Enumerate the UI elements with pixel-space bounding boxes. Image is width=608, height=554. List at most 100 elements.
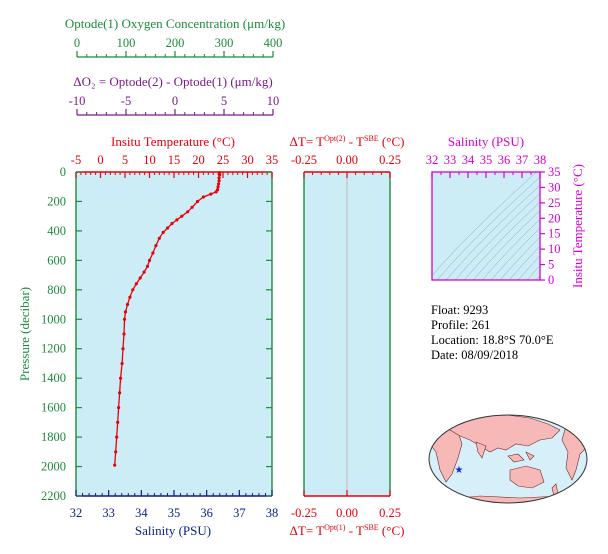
- temperature-data-point: [123, 310, 128, 314]
- temperature-data-point: [134, 282, 138, 286]
- temperature-data-point: [216, 185, 220, 189]
- pressure-axis-tick-label: 2200: [41, 489, 66, 503]
- salinity-axis-tick-label: 34: [135, 506, 148, 520]
- temperature-data-point: [201, 195, 205, 199]
- ts-temperature-axis-tick-label: 25: [548, 196, 561, 210]
- temperature-data-point: [190, 205, 194, 209]
- temperature-data-point: [131, 288, 135, 292]
- delta-o2-axis-tick-label: 10: [267, 94, 280, 108]
- salinity-axis-tick-label: 38: [266, 506, 279, 520]
- ts-temperature-axis-tick-label: 0: [548, 273, 554, 287]
- salinity-axis-tick-label: 37: [233, 506, 246, 520]
- delta-t-top-axis-tick-label: -0.25: [291, 153, 317, 167]
- ts-density-contour: [481, 218, 540, 280]
- pressure-axis-tick-label: 600: [47, 253, 66, 267]
- temperature-data-point: [195, 199, 200, 204]
- ts-density-contour: [445, 184, 540, 280]
- profile-number: Profile: 261: [431, 318, 491, 332]
- oxygen-axis-tick-label: 200: [166, 36, 185, 50]
- temperature-axis-tick-label: -5: [71, 153, 81, 167]
- temperature-axis-tick-label: 5: [122, 153, 128, 167]
- temperature-data-point: [115, 435, 119, 439]
- ts-density-contour: [499, 236, 540, 280]
- delta-t-top-axis-tick-label: 0.25: [379, 153, 401, 167]
- ts-density-contour: [432, 172, 537, 277]
- temperature-data-point: [186, 210, 190, 214]
- oxygen-axis-tick-label: 300: [215, 36, 234, 50]
- pressure-axis-label: Pressure (decibar): [17, 287, 32, 381]
- pressure-axis-tick-label: 1800: [41, 430, 66, 444]
- ts-salinity-axis-tick-label: 33: [444, 153, 457, 167]
- pressure-axis-tick-label: 200: [47, 194, 66, 208]
- ts-density-contour: [517, 255, 540, 280]
- temperature-data-point: [218, 173, 222, 177]
- ts-density-contour: [490, 227, 540, 280]
- delta-t-bottom-axis-tick-label: 0.25: [379, 506, 401, 520]
- temperature-data-point: [119, 376, 123, 380]
- temperature-data-point: [120, 361, 124, 366]
- temperature-data-point: [121, 347, 125, 351]
- temperature-data-point: [218, 171, 222, 175]
- salinity-axis-tick-label: 32: [70, 506, 83, 520]
- ts-density-contour: [535, 275, 540, 280]
- temperature-data-point: [166, 226, 170, 230]
- temperature-axis-tick-label: 0: [97, 153, 103, 167]
- temperature-data-point: [116, 420, 120, 424]
- ts-salinity-axis-tick-label: 35: [480, 153, 493, 167]
- ts-salinity-axis-tick-label: 32: [426, 153, 439, 167]
- ts-temperature-axis-tick-label: 20: [548, 211, 561, 225]
- ts-temperature-axis-tick-label: 35: [548, 165, 561, 179]
- ts-density-contour: [436, 176, 540, 280]
- ts-salinity-axis-tick-label: 37: [516, 153, 529, 167]
- temperature-axis-label: Insitu Temperature (°C): [111, 134, 235, 149]
- delta-o2-axis-tick-label: 5: [221, 94, 227, 108]
- pressure-axis-tick-label: 400: [47, 224, 66, 238]
- temperature-axis-tick-label: 15: [168, 153, 181, 167]
- temperature-data-point: [122, 332, 126, 336]
- temperature-axis-tick-label: 10: [143, 153, 156, 167]
- temperature-data-point: [142, 270, 146, 274]
- float-info: Float: 9293 Profile: 261 Location: 18.8°…: [431, 303, 554, 363]
- oxygen-axis-label: Optode(1) Oxygen Concentration (μm/kg): [65, 16, 285, 31]
- delta-t-panel: ΔT= TOpt(2) - TSBE (°C) -0.25 0.00 0.25 -0.…: [290, 134, 405, 538]
- ts-density-contour: [463, 201, 540, 280]
- oxygen-axis-tick-label: 400: [264, 36, 283, 50]
- delta-t-top-label: ΔT= TOpt(2) - TSBE (°C): [290, 134, 405, 149]
- temperature-data-point: [138, 276, 142, 280]
- delta-o2-axis-tick-label: -5: [121, 94, 131, 108]
- temperature-data-point: [118, 391, 122, 395]
- ts-density-contour: [472, 210, 540, 280]
- temperature-axis-tick-label: 30: [241, 153, 254, 167]
- temperature-data-point: [170, 221, 174, 226]
- ts-density-contour: [526, 265, 540, 280]
- pressure-axis-tick-label: 1200: [41, 342, 66, 356]
- pressure-axis-tick-label: 800: [47, 283, 66, 297]
- pressure-axis-tick-label: 2000: [41, 460, 66, 474]
- pressure-axis-tick-label: 1000: [41, 312, 66, 326]
- pressure-axis-tick-label: 1400: [41, 371, 66, 385]
- delta-o2-axis: ΔO₂ = Optode(2) - Optode(1) (μm/kg) -10 -…: [69, 74, 280, 116]
- temperature-data-point: [145, 264, 150, 268]
- temperature-axis-tick-label: 35: [266, 153, 279, 167]
- ts-density-contour: [454, 193, 540, 280]
- salinity-axis-tick-label: 35: [168, 506, 181, 520]
- temperature-data-point: [175, 218, 179, 222]
- ts-temperature-axis-label: Insitu Temperature (°C): [570, 164, 585, 288]
- oxygen-axis: Optode(1) Oxygen Concentration (μm/kg) 0…: [65, 16, 285, 58]
- temperature-axis-tick-label: 20: [192, 153, 205, 167]
- ts-salinity-axis-tick-label: 38: [534, 153, 547, 167]
- temperature-data-point: [147, 258, 152, 262]
- ts-temperature-axis-tick-label: 5: [548, 258, 554, 272]
- salinity-axis-tick-label: 33: [102, 506, 115, 520]
- delta-t-top-axis-tick-label: 0.00: [336, 153, 358, 167]
- ts-salinity-axis-tick-label: 34: [462, 153, 475, 167]
- temperature-data-point: [217, 176, 221, 180]
- temperature-data-point: [157, 236, 161, 240]
- temperature-data-point: [214, 190, 218, 194]
- location-map: ★: [428, 414, 588, 504]
- delta-t-bottom-axis-tick-label: -0.25: [291, 506, 317, 520]
- ts-temperature-axis-tick-label: 15: [548, 227, 561, 241]
- temperature-data-point: [217, 182, 221, 186]
- ts-density-contours: [432, 172, 540, 280]
